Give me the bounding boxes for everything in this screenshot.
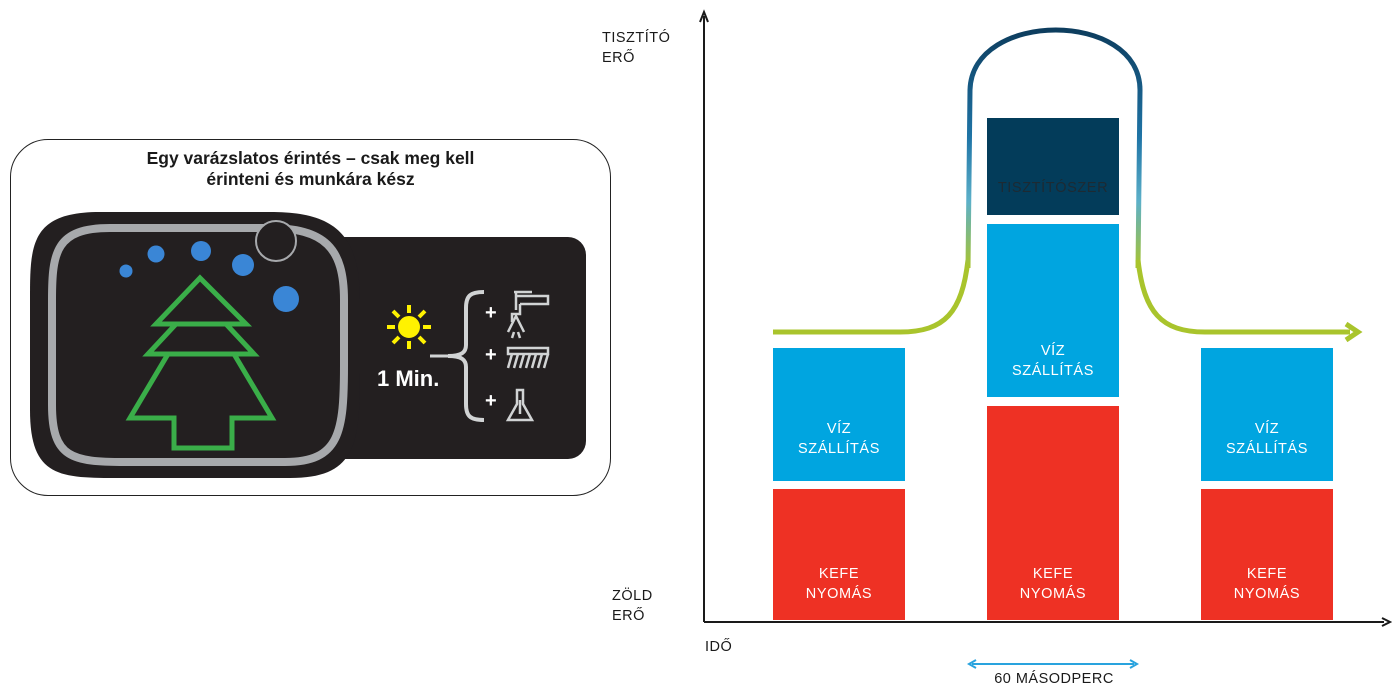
level-dot (147, 245, 165, 263)
eco-curve-left (773, 259, 971, 335)
plus-sign-detergent: + (485, 390, 497, 412)
level-dot (119, 264, 133, 278)
bar-label-water-3: VÍZ SZÁLLÍTÁS (1201, 419, 1333, 459)
brush-line1: KEFE (1032, 566, 1074, 582)
bar-detergent-2 (987, 118, 1119, 215)
level-dot (232, 254, 254, 276)
level-dot (273, 286, 299, 312)
brush-line1: KEFE (818, 566, 860, 582)
level-dot (191, 241, 211, 261)
water-line1: VÍZ (1254, 421, 1280, 437)
tree-icon (125, 274, 277, 451)
x-axis-label: IDŐ (705, 639, 733, 655)
chart (699, 9, 1392, 669)
start-button[interactable] (255, 220, 297, 262)
y-axis-top-line1: TISZTÍTÓ (602, 30, 671, 46)
bar-label-brush-2: KEFE NYOMÁS (987, 564, 1119, 604)
duration-label: 60 MÁSODPERC (994, 671, 1114, 687)
water-line1: VÍZ (826, 421, 852, 437)
y-axis-bottom-label: ZÖLD ERŐ (612, 586, 653, 626)
bar-brush-2 (987, 406, 1119, 620)
bar-label-brush-1: KEFE NYOMÁS (773, 564, 905, 604)
y-axis-top-label: TISZTÍTÓ ERŐ (602, 28, 670, 68)
bar-water-1 (773, 348, 905, 481)
boost-curve (965, 27, 1143, 269)
brush-line2: NYOMÁS (805, 586, 873, 602)
y-axis-arrow (699, 9, 709, 23)
feature-title: Egy varázslatos érintés – csak meg kell … (10, 148, 611, 190)
brush-line1: KEFE (1246, 566, 1288, 582)
water-line2: SZÁLLÍTÁS (1226, 441, 1308, 457)
y-axis-bottom-line2: ERŐ (612, 608, 645, 624)
water-line1: VÍZ (1040, 343, 1066, 359)
eco-curve-right (1135, 259, 1350, 335)
flask-icon (505, 388, 535, 422)
feature-title-line2: érinteni és munkára kész (206, 169, 415, 189)
bar-label-detergent-2: TISZTÍTÓSZER (997, 180, 1109, 196)
eco-curve-arrow (1344, 321, 1363, 343)
bar-label-brush-3: KEFE NYOMÁS (1201, 564, 1333, 604)
plus-sign-water: + (485, 302, 497, 324)
water-line2: SZÁLLÍTÁS (1012, 363, 1094, 379)
control-panel (30, 212, 586, 478)
bar-label-water-1: VÍZ SZÁLLÍTÁS (773, 419, 905, 459)
bar-label-water-2: VÍZ SZÁLLÍTÁS (987, 341, 1119, 381)
feature-title-line1: Egy varázslatos érintés – csak meg kell (146, 148, 475, 168)
plus-sign-brush: + (485, 344, 497, 366)
panel-body-oval (30, 212, 360, 478)
bar-water-2 (987, 224, 1119, 397)
y-axis-bottom-line1: ZÖLD (612, 588, 653, 604)
bar-brush-1 (773, 489, 905, 620)
y-axis-top-line2: ERŐ (602, 50, 635, 66)
bar-water-3 (1201, 348, 1333, 481)
x-axis-arrow (1381, 617, 1392, 627)
water-line2: SZÁLLÍTÁS (798, 441, 880, 457)
bar-brush-3 (1201, 489, 1333, 620)
panel-silver-ring (48, 224, 348, 466)
brush-icon (506, 346, 550, 369)
faucet-icon (506, 290, 550, 339)
brush-line2: NYOMÁS (1019, 586, 1087, 602)
timer-label: 1 Min. (377, 366, 440, 391)
brush-line2: NYOMÁS (1233, 586, 1301, 602)
sun-icon (387, 305, 431, 349)
